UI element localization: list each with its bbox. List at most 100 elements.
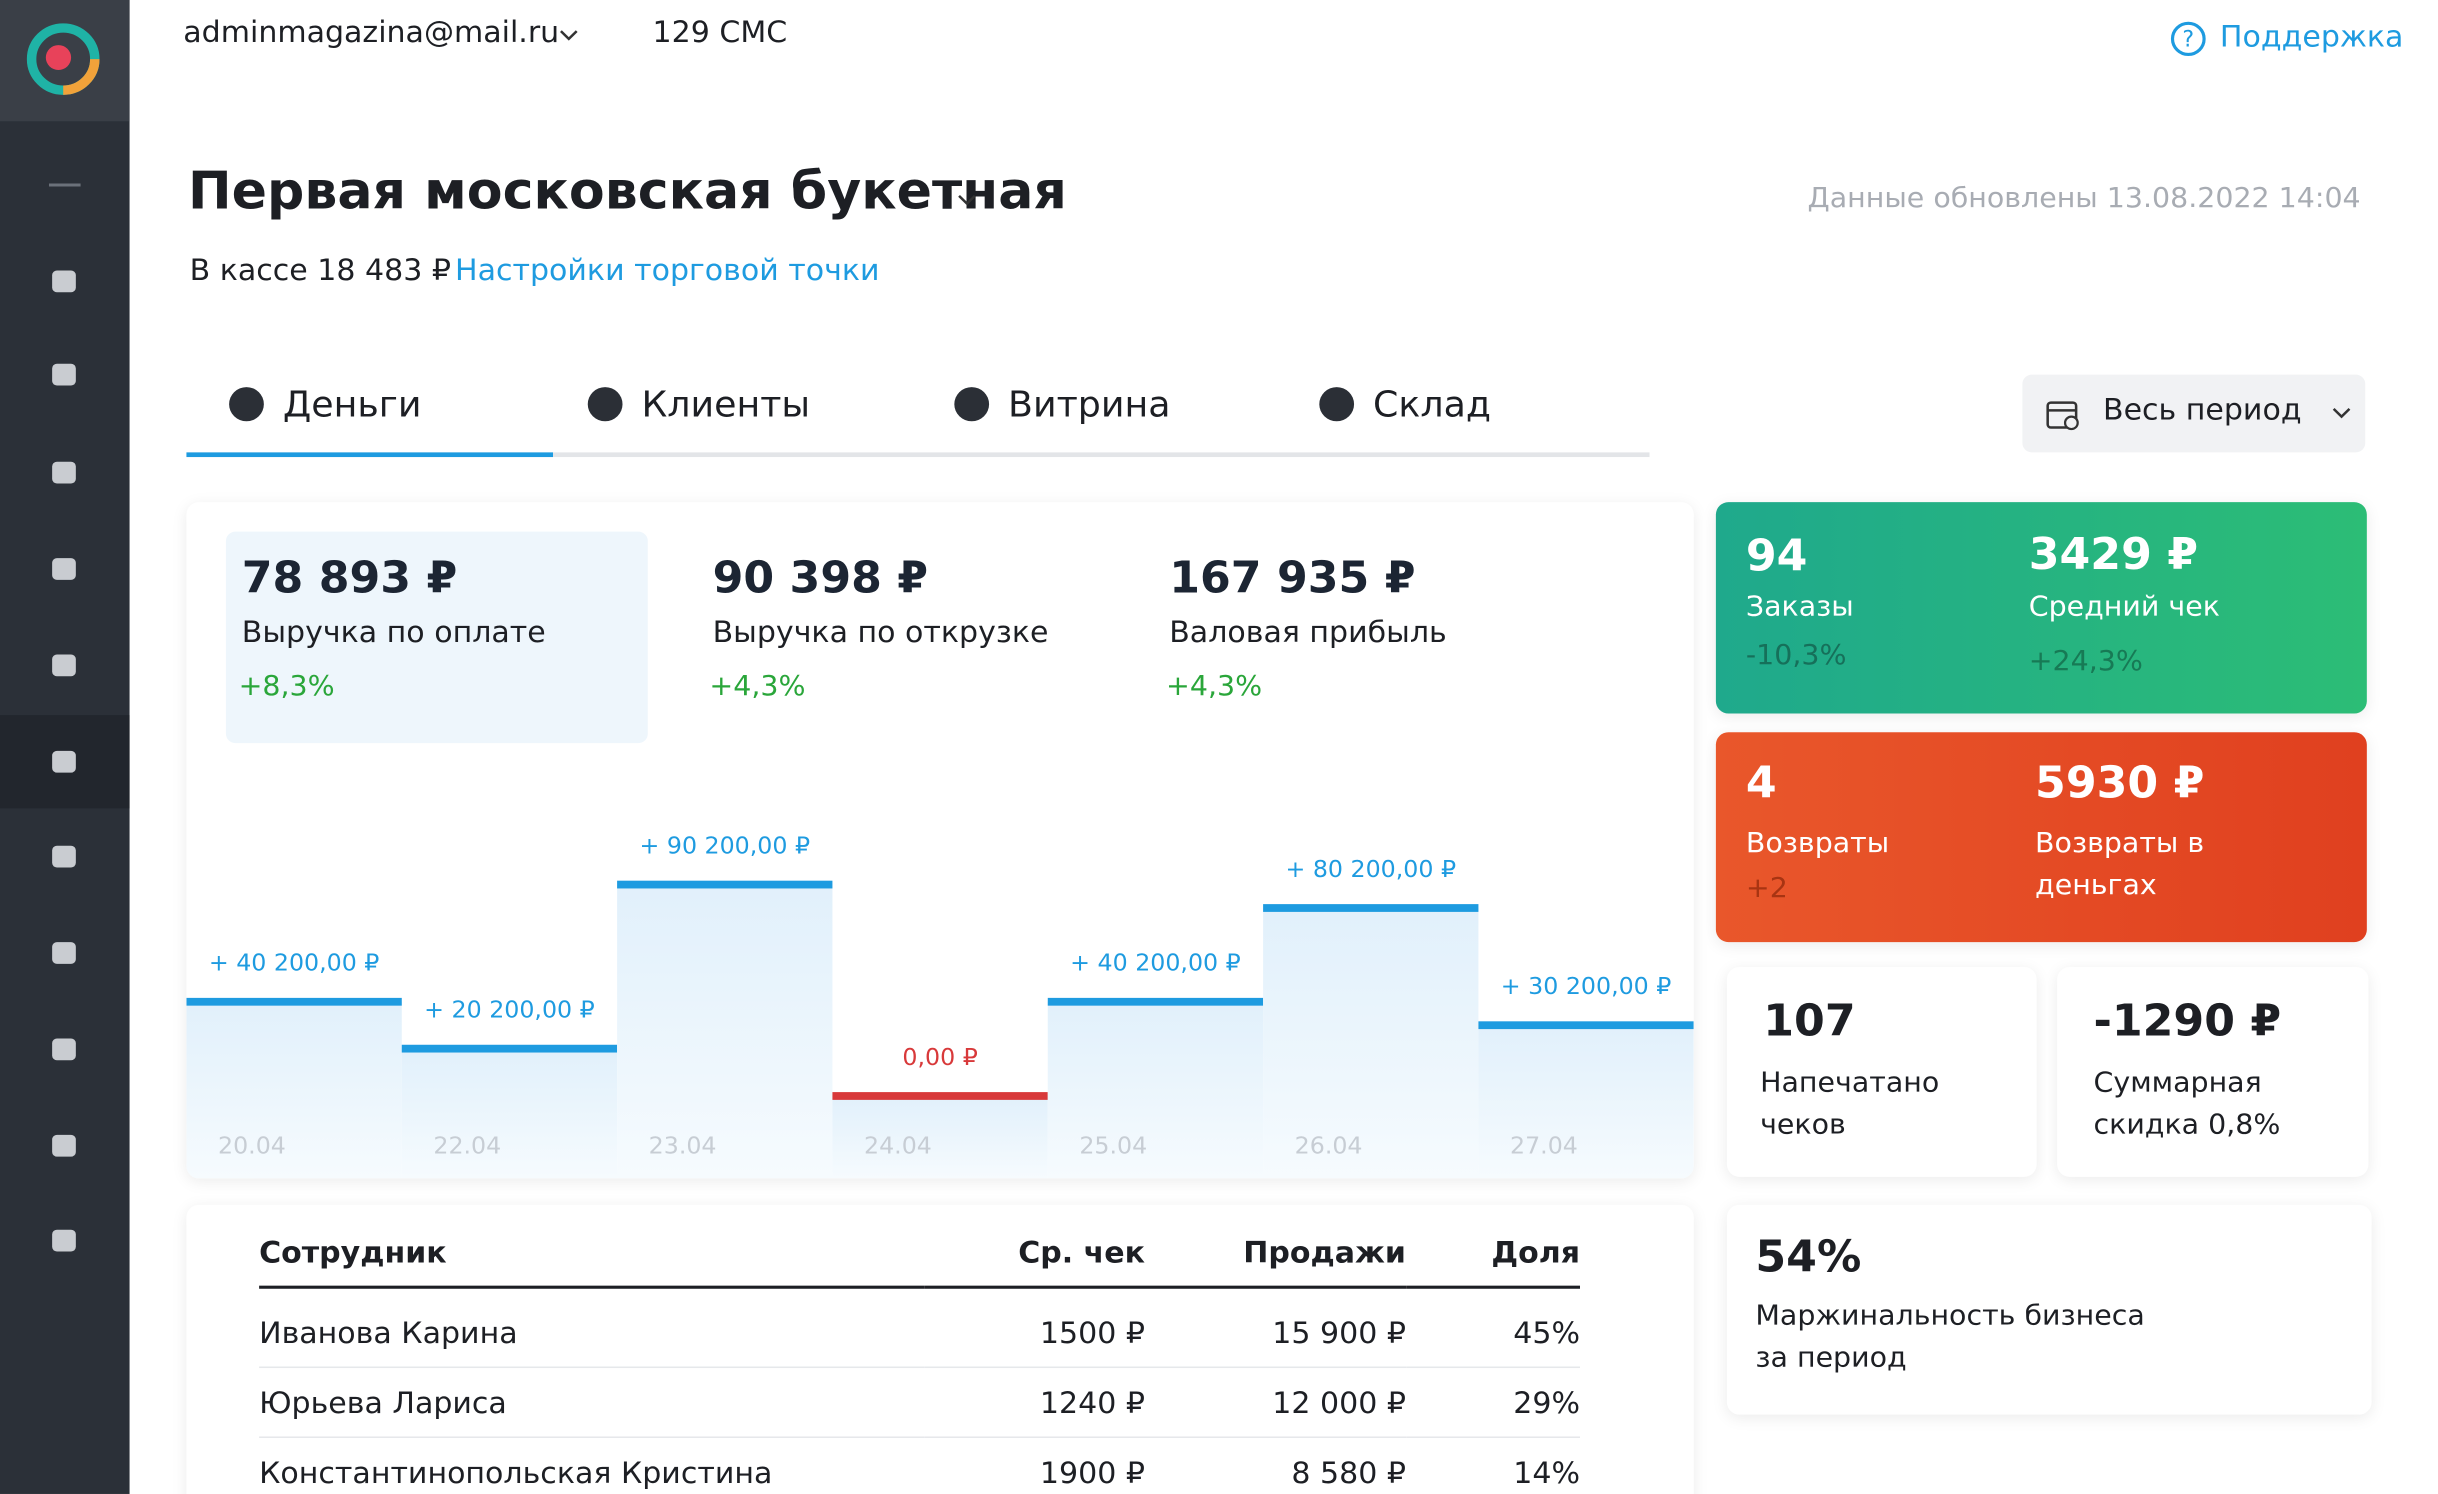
nav-icon[interactable] <box>52 654 76 677</box>
updated: Данные обновлены 13.08.2022 14:04 <box>1807 181 2361 215</box>
table-cell: 1240 ₽ <box>1039 1386 1145 1421</box>
money-card: + 40 200,00 ₽ 20.04 + 20 200,00 ₽ 22.04 + 90… <box>186 502 1694 1179</box>
tab[interactable]: Витрина <box>954 386 1170 426</box>
table-cell: 14% <box>1513 1456 1580 1491</box>
nav-icon[interactable] <box>52 942 76 964</box>
stat-change: +24,3% <box>2028 645 2143 678</box>
area-fill <box>617 884 833 1179</box>
tab-label: Деньги <box>282 385 422 426</box>
table-cell: 1900 ₽ <box>1039 1456 1145 1491</box>
cash: В кассе 18 483 ₽ <box>189 253 451 288</box>
table-cell: Константинопольская Кристина <box>259 1456 773 1491</box>
stat-change: +2 <box>1745 872 1788 905</box>
tab-label: Клиенты <box>641 385 811 426</box>
x-tick-label: 26.04 <box>1295 1132 1363 1160</box>
kpi-highlight <box>225 531 648 744</box>
tab-icon <box>587 387 623 422</box>
stat-label: Суммарная скидка 0,8% <box>2093 1066 2281 1142</box>
nav-icon[interactable] <box>52 750 76 773</box>
value-label: + 30 200,00 ₽ <box>1501 972 1672 1000</box>
column-header: Доля <box>1491 1235 1580 1271</box>
chevron[interactable] <box>956 193 978 209</box>
account[interactable]: adminmagazina@mail.ru <box>183 15 560 50</box>
period-select[interactable]: Весь период <box>2022 374 2366 453</box>
staff-card: Сотрудник Ср. чек Продажи Доля Иванова Карин… <box>186 1204 1694 1494</box>
step-line <box>401 1044 618 1053</box>
revenue-chart: + 40 200,00 ₽ 20.04 + 20 200,00 ₽ 22.04 + 90… <box>186 832 1694 1179</box>
value-label: + 40 200,00 ₽ <box>209 949 380 977</box>
support-link[interactable]: Поддержка <box>2219 20 2404 55</box>
stat-value: -1290 ₽ <box>2093 994 2282 1047</box>
nav-icon[interactable] <box>52 270 76 293</box>
kpi-change: +8,3% <box>238 670 335 703</box>
tab-icon <box>1319 387 1355 422</box>
table-cell: 8 580 ₽ <box>1291 1456 1406 1491</box>
tab-icon <box>954 387 990 422</box>
tab[interactable]: Склад <box>1319 386 1491 426</box>
step-line <box>186 997 402 1006</box>
table-cell: Юрьева Лариса <box>259 1386 507 1421</box>
nav-icon[interactable] <box>52 1134 76 1157</box>
table-row: Константинопольская Кристина 1900 ₽ 8 580 … <box>259 1437 1580 1494</box>
step-line <box>617 880 833 889</box>
tab[interactable]: Клиенты <box>587 385 811 426</box>
area-fill <box>1047 1001 1264 1179</box>
period: Весь период <box>2102 393 2302 428</box>
tabs-line <box>186 452 1650 458</box>
chevron <box>2332 407 2351 419</box>
nav-icon[interactable] <box>52 363 76 386</box>
value-label: + 80 200,00 ₽ <box>1285 855 1456 883</box>
value-label: + 40 200,00 ₽ <box>1070 949 1241 977</box>
table-cell: 45% <box>1513 1316 1580 1351</box>
nav-icon[interactable] <box>52 1229 76 1252</box>
tab-label: Витрина <box>1008 385 1171 426</box>
help-icon[interactable]: ? <box>2169 20 2210 60</box>
column-header: Сотрудник <box>259 1235 447 1271</box>
store-title[interactable]: Первая московская букетная <box>188 160 1067 221</box>
discount-card: -1290 ₽ Суммарная скидка 0,8% <box>2057 966 2369 1177</box>
stat-value: 107 <box>1763 994 1856 1047</box>
tab-icon <box>229 387 264 422</box>
nav-icons <box>48 183 81 1252</box>
stat-change: -10,3% <box>1745 638 1847 672</box>
tab-active-line <box>186 452 553 458</box>
column-header: Ср. чек <box>1018 1235 1145 1271</box>
x-tick-label: 20.04 <box>218 1132 286 1160</box>
tab[interactable]: Деньги <box>229 386 421 426</box>
stat-value: 3429 ₽ <box>2028 528 2199 580</box>
logo <box>26 23 100 95</box>
nav-icon[interactable] <box>52 461 76 484</box>
nav-icon[interactable] <box>52 558 76 580</box>
stat-value: 54% <box>1755 1231 1862 1283</box>
x-tick-label: 25.04 <box>1079 1132 1147 1160</box>
value-label: + 20 200,00 ₽ <box>424 996 595 1024</box>
x-tick-label: 23.04 <box>649 1132 717 1160</box>
nav-icon[interactable] <box>52 845 76 868</box>
nav-icon[interactable] <box>52 1038 76 1061</box>
table-cell: 12 000 ₽ <box>1272 1386 1406 1421</box>
kpi-value: 78 893 ₽ <box>241 551 458 604</box>
area-fill <box>1263 908 1479 1179</box>
chevron[interactable] <box>558 28 580 44</box>
orders-card: 94 Заказы -10,3% 3429 ₽ Средний чек +24,… <box>1715 502 2367 714</box>
x-tick-label: 27.04 <box>1510 1132 1578 1160</box>
column-header: Продажи <box>1243 1235 1406 1271</box>
kpi-label: Валовая прибыль <box>1169 615 1447 650</box>
receipts-card: 107 Напечатано чеков <box>1726 966 2037 1177</box>
calendar-icon <box>2046 401 2079 431</box>
kpi-label: Выручка по открузке <box>712 615 1049 650</box>
x-tick-label: 22.04 <box>433 1132 501 1160</box>
step-line <box>1263 904 1479 912</box>
table-cell: Иванова Карина <box>259 1316 518 1351</box>
stat-label: Возвраты <box>1745 827 1890 860</box>
stat-label: Возвраты в деньгах <box>2035 827 2205 902</box>
settings-link[interactable]: Настройки торговой точки <box>455 253 880 288</box>
area-fill <box>832 1095 1048 1179</box>
tab-label: Склад <box>1373 385 1491 426</box>
stat-label: Маржинальность бизнеса за период <box>1755 1299 2145 1375</box>
x-tick-label: 24.04 <box>864 1132 932 1160</box>
kpi-change: +4,3% <box>1166 670 1263 703</box>
